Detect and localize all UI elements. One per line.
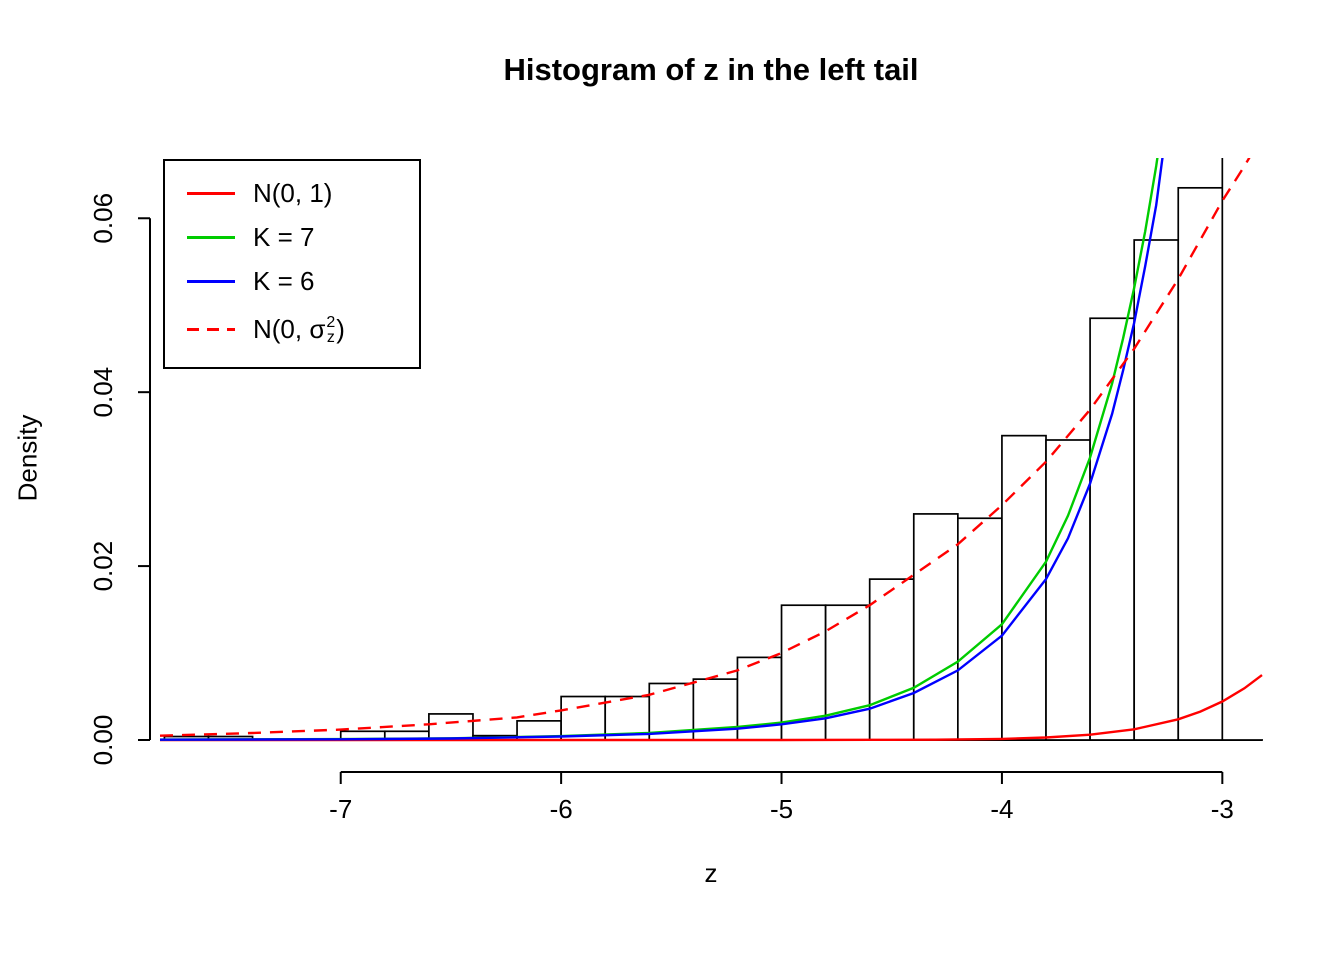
histogram-bar xyxy=(1133,239,1180,741)
legend-item-k6: K = 6 xyxy=(165,259,419,303)
curve-n-0-z- xyxy=(159,158,1251,737)
histogram-bar xyxy=(1045,439,1091,741)
chart-title: Histogram of z in the left tail xyxy=(503,52,919,87)
legend-line-k6 xyxy=(187,279,235,283)
x-tick-label: -3 xyxy=(1211,794,1234,824)
y-tick-label: 0.04 xyxy=(88,367,118,418)
legend: N(0, 1) K = 7 K = 6 N(0, σ 2 z) xyxy=(163,159,421,369)
legend-label-k6: K = 6 xyxy=(253,265,315,296)
curve-k-6 xyxy=(159,158,1164,741)
legend-dashed-line-n0sigma xyxy=(187,327,235,331)
legend-line-n01 xyxy=(187,191,235,195)
x-axis-label: z xyxy=(704,858,718,888)
x-tick-label: -5 xyxy=(770,794,793,824)
histogram-bar xyxy=(1177,186,1224,741)
histogram-bar xyxy=(824,604,871,741)
legend-line-k7 xyxy=(187,235,235,239)
y-tick-label: 0.06 xyxy=(88,193,118,244)
x-tick-label: -4 xyxy=(990,794,1013,824)
legend-label-n01: N(0, 1) xyxy=(253,177,333,208)
histogram-bar xyxy=(428,713,474,741)
curve-n-0-1- xyxy=(160,674,1263,742)
legend-item-n01: N(0, 1) xyxy=(165,171,419,215)
histogram-bar xyxy=(912,513,959,741)
histogram-bar xyxy=(1221,158,1263,741)
y-tick-label: 0.02 xyxy=(88,541,118,592)
sigma-superscript: 2 xyxy=(326,314,336,331)
sigma-subscript: z xyxy=(326,329,335,346)
legend-label-suffix: ) xyxy=(336,313,345,344)
legend-item-n0sigma: N(0, σ 2 z) xyxy=(165,303,419,355)
y-axis-label: Density xyxy=(12,414,43,502)
legend-label-n0sigma: N(0, σ 2 z) xyxy=(253,313,345,346)
y-tick-label: 0.00 xyxy=(88,715,118,766)
legend-label-prefix: N(0, σ xyxy=(253,313,326,344)
legend-label-k7: K = 7 xyxy=(253,221,315,252)
histogram-bar xyxy=(868,578,915,741)
x-tick-label: -6 xyxy=(550,794,573,824)
legend-item-k7: K = 7 xyxy=(165,215,419,259)
x-tick-label: -7 xyxy=(329,794,352,824)
